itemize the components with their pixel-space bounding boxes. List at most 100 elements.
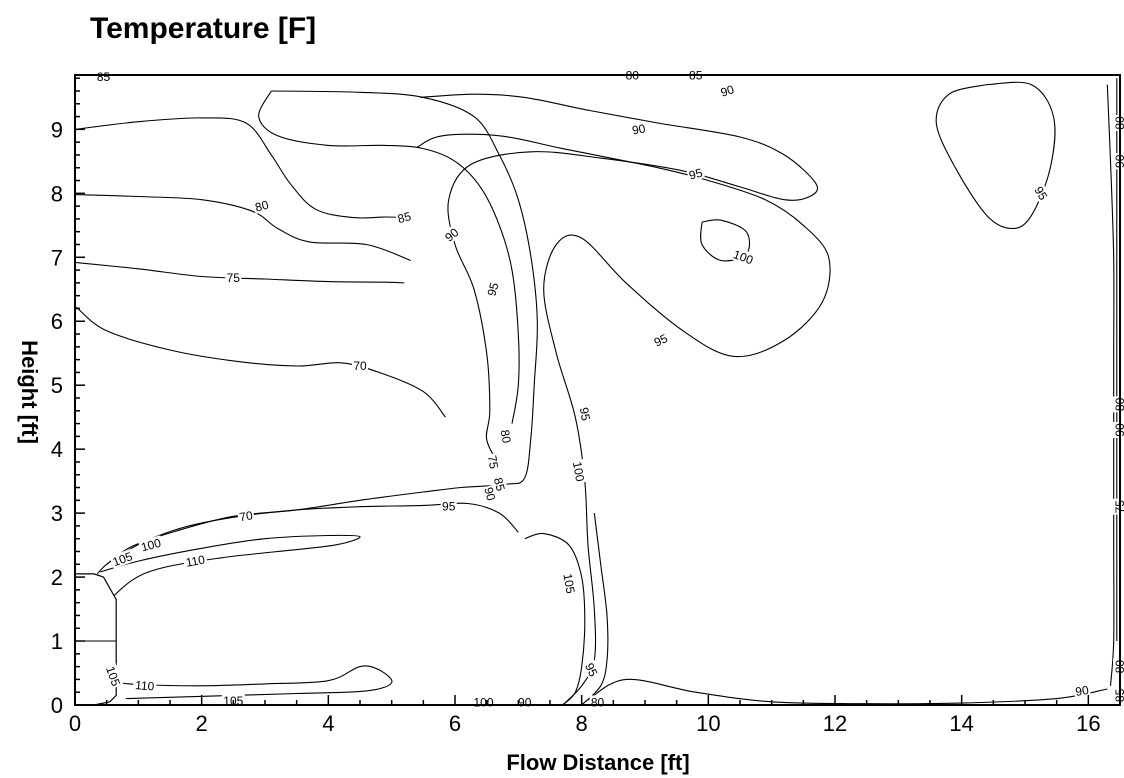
contour-label-text: 75 [1113, 500, 1124, 514]
contour-label-35: 95 [581, 660, 600, 680]
contour-label-22: 100 [570, 459, 588, 484]
contour-label-21: 90 [481, 484, 499, 503]
contour-line-105-11 [525, 533, 585, 705]
contour-line-95-9 [936, 82, 1055, 228]
contour-label-text: 95 [577, 406, 593, 422]
contour-line-70-3 [76, 307, 445, 417]
contour-label-text: 70 [238, 508, 254, 524]
contour-label-19: 75 [485, 453, 502, 471]
contour-label-8: 95 [1031, 183, 1051, 204]
contour-label-text: 80 [1113, 397, 1124, 411]
contour-label-text: 95 [442, 500, 456, 514]
contour-labels: 85 80 85 90 80 90 90 95 95 80 85 90 95 100 75 95 70 95 80 7… [96, 69, 1124, 710]
contour-line-90-16 [1107, 85, 1114, 686]
contour-label-34: 80 [590, 695, 606, 709]
contour-label-11: 90 [441, 224, 462, 245]
contour-label-text: 95 [1031, 184, 1050, 203]
chart-title: Temperature [F] [90, 12, 316, 45]
contour-line-90-7 [420, 94, 817, 465]
contour-line-110-12 [100, 535, 360, 606]
contour-label-10: 85 [395, 209, 414, 227]
contour-label-text: 85 [97, 70, 111, 84]
contour-label-27: 110 [183, 552, 208, 570]
x-tick-label-14: 14 [949, 711, 973, 736]
contour-label-16: 70 [352, 359, 368, 373]
contour-label-text: 110 [185, 552, 207, 569]
contour-line-80-1 [75, 195, 411, 261]
contour-label-28: 105 [560, 571, 578, 596]
x-tick-label-16: 16 [1076, 711, 1100, 736]
contour-label-38: 90 [1113, 422, 1124, 438]
contour-label-text: 100 [570, 460, 587, 482]
contour-line-110-14 [119, 666, 392, 699]
contour-label-5: 90 [1113, 153, 1124, 169]
contour-label-text: 100 [140, 536, 163, 555]
y-tick-label-6: 6 [51, 309, 63, 334]
contour-label-text: 90 [631, 121, 647, 137]
contour-label-15: 95 [651, 331, 671, 350]
contour-label-25: 105 [109, 549, 135, 570]
contour-label-text: 90 [1113, 423, 1124, 437]
contour-line-95-6 [417, 134, 830, 705]
contour-line-85-5 [259, 91, 519, 424]
y-axis-label: Height [ft] [17, 340, 42, 444]
y-tick-label-8: 8 [51, 181, 63, 206]
contour-label-text: 90 [1113, 154, 1124, 168]
contour-line-85-4 [107, 91, 538, 564]
contour-label-text: 90 [518, 695, 532, 709]
y-tick-label-0: 0 [51, 693, 63, 718]
contour-line-95-15 [588, 679, 1107, 704]
contour-label-text: 105 [560, 572, 577, 594]
contour-label-text: 85 [1113, 688, 1124, 702]
x-tick-label-8: 8 [576, 711, 588, 736]
contour-label-23: 70 [237, 508, 255, 525]
y-tick-label-7: 7 [51, 245, 63, 270]
x-tick-label-2: 2 [196, 711, 208, 736]
contour-label-30: 110 [133, 678, 157, 694]
contour-label-4: 80 [1113, 115, 1124, 131]
y-tick-label-5: 5 [51, 373, 63, 398]
contour-label-32: 100 [472, 695, 495, 709]
contour-label-3: 90 [718, 82, 738, 100]
contour-line-90-0 [75, 118, 404, 218]
contour-label-33: 90 [517, 695, 533, 709]
contour-label-17: 95 [577, 405, 594, 423]
contour-label-7: 95 [686, 165, 705, 183]
contour-label-37: 80 [1113, 396, 1124, 412]
contour-label-41: 85 [1113, 687, 1124, 703]
contour-label-14: 75 [225, 271, 241, 285]
y-tick-label-9: 9 [51, 117, 63, 142]
x-axis-label: Flow Distance [ft] [506, 750, 689, 775]
x-tick-label-12: 12 [823, 711, 847, 736]
contour-label-text: 70 [353, 359, 367, 373]
y-tick-label-4: 4 [51, 437, 63, 462]
contour-label-text: 100 [473, 695, 493, 709]
x-tick-label-6: 6 [449, 711, 461, 736]
contour-label-text: 80 [1113, 116, 1124, 130]
contour-label-text: 90 [442, 225, 461, 245]
contour-label-26: 100 [138, 535, 164, 554]
contour-lines [75, 78, 1117, 705]
x-tick-label-0: 0 [69, 711, 81, 736]
contour-label-text: 80 [1113, 660, 1124, 674]
contour-label-text: 95 [652, 331, 670, 349]
contour-label-12: 95 [484, 280, 502, 299]
x-tick-label-4: 4 [322, 711, 334, 736]
contour-label-text: 110 [135, 678, 156, 694]
contour-label-text: 75 [227, 271, 241, 285]
contour-label-0: 85 [96, 70, 112, 84]
contour-label-39: 75 [1113, 499, 1124, 515]
y-tick-label-2: 2 [51, 565, 63, 590]
contour-label-13: 100 [730, 247, 756, 268]
contour-label-24: 95 [441, 500, 457, 514]
plot-frame [75, 75, 1120, 705]
y-tick-label-3: 3 [51, 501, 63, 526]
contour-label-18: 80 [497, 427, 514, 445]
contour-label-text: 80 [591, 695, 605, 709]
contour-label-40: 80 [1113, 659, 1124, 675]
contour-label-text: 75 [485, 454, 501, 470]
contour-label-text: 80 [498, 429, 514, 445]
contour-label-text: 95 [582, 661, 600, 679]
y-tick-label-1: 1 [51, 629, 63, 654]
